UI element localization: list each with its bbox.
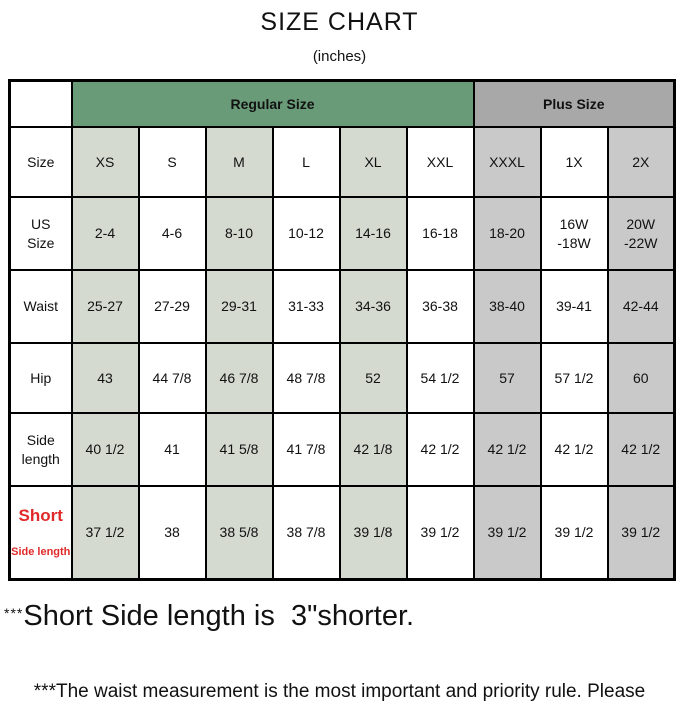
- waist-measurement-note: ***The waist measurement is the most imp…: [0, 675, 679, 707]
- table-row-side-length: Side length 40 1/2 41 41 5/8 41 7/8 42 1…: [8, 412, 676, 487]
- table-row-short-side-length: Short Side length 37 1/2 38 38 5/8 38 7/…: [8, 485, 676, 581]
- group-header-regular: Regular Size: [70, 79, 475, 128]
- row-label-hip: Hip: [8, 342, 73, 414]
- cell: 39 1/2: [472, 485, 542, 581]
- short-label-line2: Side length: [11, 546, 71, 559]
- short-length-note-text: Short Side length is 3"shorter.: [23, 600, 415, 633]
- cell: 16W -18W: [539, 196, 609, 271]
- table-row-size: Size XS S M L XL XXL XXXL 1X 2X: [8, 126, 676, 198]
- cell: XL: [338, 126, 408, 198]
- cell: XXXL: [472, 126, 542, 198]
- asterisks-prefix: ***: [4, 605, 24, 622]
- cell: 2X: [606, 126, 676, 198]
- cell: 31-33: [271, 269, 341, 344]
- cell: 57: [472, 342, 542, 414]
- cell: 40 1/2: [70, 412, 140, 487]
- table-row-us-size: US Size 2-4 4-6 8-10 10-12 14-16 16-18 1…: [8, 196, 676, 271]
- cell: 42 1/2: [606, 412, 676, 487]
- cell: 41 5/8: [204, 412, 274, 487]
- cell: 42 1/2: [472, 412, 542, 487]
- cell: 38 7/8: [271, 485, 341, 581]
- corner-cell: [8, 79, 73, 128]
- cell: 46 7/8: [204, 342, 274, 414]
- cell: 39 1/2: [539, 485, 609, 581]
- cell: 38 5/8: [204, 485, 274, 581]
- cell: 52: [338, 342, 408, 414]
- table-row-waist: Waist 25-27 27-29 29-31 31-33 34-36 36-3…: [8, 269, 676, 344]
- cell: 38-40: [472, 269, 542, 344]
- cell: 8-10: [204, 196, 274, 271]
- cell: 48 7/8: [271, 342, 341, 414]
- cell: 27-29: [137, 269, 207, 344]
- cell: 43: [70, 342, 140, 414]
- size-chart-table: Regular Size Plus Size Size XS S M L XL …: [8, 79, 676, 582]
- row-label-short-side-length: Short Side length: [8, 485, 73, 581]
- cell: M: [204, 126, 274, 198]
- cell: 37 1/2: [70, 485, 140, 581]
- cell: 41 7/8: [271, 412, 341, 487]
- cell: XXL: [405, 126, 475, 198]
- cell: 42 1/2: [405, 412, 475, 487]
- cell: 42 1/8: [338, 412, 408, 487]
- cell: 1X: [539, 126, 609, 198]
- table-row-hip: Hip 43 44 7/8 46 7/8 48 7/8 52 54 1/2 57…: [8, 342, 676, 414]
- cell: 57 1/2: [539, 342, 609, 414]
- page-title: SIZE CHART: [260, 8, 419, 36]
- cell: 4-6: [137, 196, 207, 271]
- cell: 54 1/2: [405, 342, 475, 414]
- cell: 39 1/8: [338, 485, 408, 581]
- short-label-line1: Short: [18, 505, 63, 525]
- cell: 42 1/2: [539, 412, 609, 487]
- units-subtitle: (inches): [312, 48, 367, 65]
- cell: XS: [70, 126, 140, 198]
- row-label-us-size: US Size: [8, 196, 73, 271]
- cell: 2-4: [70, 196, 140, 271]
- cell: 16-18: [405, 196, 475, 271]
- row-label-waist: Waist: [8, 269, 73, 344]
- group-header-plus: Plus Size: [472, 79, 676, 128]
- cell: 38: [137, 485, 207, 581]
- cell: 34-36: [338, 269, 408, 344]
- cell: 39 1/2: [606, 485, 676, 581]
- cell: 36-38: [405, 269, 475, 344]
- cell: 41: [137, 412, 207, 487]
- cell: 20W -22W: [606, 196, 676, 271]
- cell: 14-16: [338, 196, 408, 271]
- row-label-side-length: Side length: [8, 412, 73, 487]
- cell: 10-12: [271, 196, 341, 271]
- short-length-note: ***Short Side length is 3"shorter.: [4, 600, 679, 633]
- cell: 60: [606, 342, 676, 414]
- row-label-size: Size: [8, 126, 73, 198]
- group-header-row: Regular Size Plus Size: [8, 79, 676, 128]
- cell: 39-41: [539, 269, 609, 344]
- cell: 39 1/2: [405, 485, 475, 581]
- cell: 25-27: [70, 269, 140, 344]
- cell: L: [271, 126, 341, 198]
- waist-note-line1: ***The waist measurement is the most imp…: [33, 681, 646, 703]
- cell: 42-44: [606, 269, 676, 344]
- cell: 29-31: [204, 269, 274, 344]
- cell: 18-20: [472, 196, 542, 271]
- cell: S: [137, 126, 207, 198]
- cell: 44 7/8: [137, 342, 207, 414]
